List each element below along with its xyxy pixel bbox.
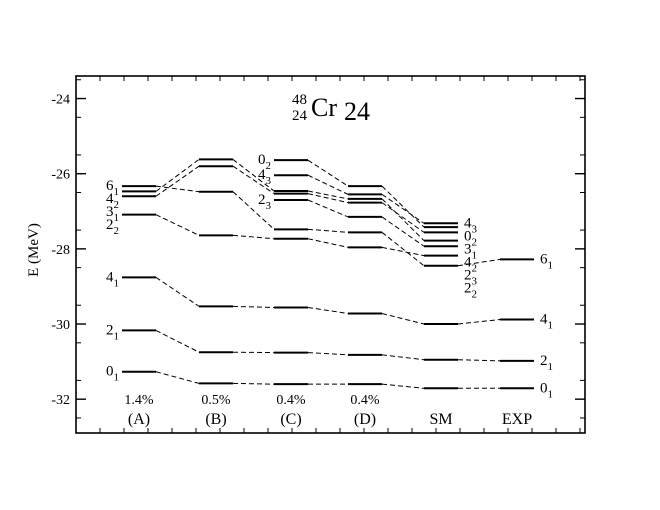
connector-2_2 [155, 214, 200, 236]
connector-2_2 [381, 246, 425, 257]
connector-2_1 [155, 329, 200, 353]
connector-4_1 [307, 306, 349, 314]
level-label-2-1: 21 [540, 353, 553, 373]
level-label-0-1: 01 [106, 364, 119, 384]
connector-4_2 [381, 198, 425, 241]
level-label-2-3: 23 [464, 267, 478, 287]
connector-4_1 [457, 319, 501, 325]
column-label-SM: SM [429, 411, 452, 428]
level-label-6-1: 61 [540, 251, 553, 271]
connector-3_1 [155, 165, 200, 197]
svg-text:48: 48 [292, 92, 307, 108]
level-label-4-3: 43 [464, 215, 478, 235]
column-label-D: (D) [354, 411, 376, 428]
column-percent-D: 0.4% [350, 393, 380, 408]
level-label-2-1: 21 [106, 322, 119, 342]
y-tick-label: -26 [51, 168, 70, 183]
connector-4_1 [381, 313, 425, 325]
column-percent-B: 0.5% [201, 393, 231, 408]
level-label-4-1: 41 [540, 312, 553, 332]
energy-levels [122, 158, 534, 390]
level-label-4-1: 41 [106, 269, 119, 289]
y-tick-label: -24 [51, 93, 70, 108]
y-tick-label: -28 [51, 243, 70, 258]
svg-text:24: 24 [292, 108, 308, 124]
connector-2_3 [381, 216, 425, 247]
connector-0_2 [381, 185, 425, 228]
level-label-0-2: 02 [464, 228, 477, 248]
connector-6_1 [155, 185, 200, 193]
connector-4_2 [155, 159, 200, 192]
connector-6_1 [381, 231, 425, 267]
column-label-A: (A) [128, 411, 150, 428]
column-label-C: (C) [280, 411, 301, 428]
level-label-4-2: 42 [464, 254, 477, 274]
connector-3_1 [381, 202, 425, 233]
level-label-0-1: 01 [540, 380, 553, 400]
connector-6_1 [457, 258, 501, 267]
plot-frame [75, 75, 586, 434]
level-label-2-2: 22 [106, 217, 119, 237]
connector-2_2 [232, 234, 275, 240]
column-label-EXP: EXP [502, 411, 532, 428]
level-label-4-3: 43 [258, 167, 272, 187]
title-symbol: Cr [311, 93, 337, 122]
connector-4_2 [307, 190, 349, 200]
transition-connectors [155, 159, 501, 389]
connector-4_1 [155, 277, 200, 307]
level-label-2-3: 23 [258, 192, 272, 212]
connector-2_1 [457, 359, 501, 362]
y-axis-label: E (MeV) [26, 223, 42, 277]
title-proton-number: 24 [292, 108, 308, 124]
y-tick-label: -32 [51, 393, 70, 408]
column-headers: 1.4% (A) 0.5% (B) 0.4% (C) 0.4% (D) SM EXP [124, 393, 532, 428]
y-tick-label: -30 [51, 318, 70, 333]
connector-2_1 [307, 352, 349, 356]
level-label-4-2: 42 [106, 191, 119, 211]
level-label-3-1: 31 [464, 241, 477, 261]
column-percent-C: 0.4% [276, 393, 306, 408]
connector-6_1 [232, 191, 275, 230]
column-percent-A: 1.4% [124, 393, 154, 408]
connector-0_1 [232, 382, 275, 385]
connector-4_1 [232, 305, 275, 308]
connector-0_2 [307, 159, 349, 187]
connector-4_2 [232, 159, 275, 192]
connector-2_3 [307, 199, 349, 218]
y-axis: -32 -30 -28 -26 -24 [51, 76, 585, 433]
title-neutron-number: 24 [344, 97, 370, 126]
connector-0_1 [381, 383, 425, 389]
connector-6_1 [307, 228, 349, 233]
chart-title: 48 24 Cr 24 [292, 92, 370, 126]
connector-4_3 [307, 174, 349, 195]
connector-2_2 [307, 238, 349, 248]
connector-3_1 [307, 193, 349, 204]
connector-3_1 [232, 165, 275, 195]
level-label-3-1: 31 [106, 204, 119, 224]
column-label-B: (B) [205, 411, 226, 428]
title-mass-number: 48 [292, 92, 307, 108]
connector-4_3 [381, 193, 425, 224]
connector-0_1 [155, 371, 200, 384]
connector-2_1 [381, 354, 425, 361]
level-label-6-1: 61 [106, 178, 119, 198]
level-label-0-2: 02 [258, 152, 271, 172]
level-label-2-2: 22 [464, 280, 477, 300]
